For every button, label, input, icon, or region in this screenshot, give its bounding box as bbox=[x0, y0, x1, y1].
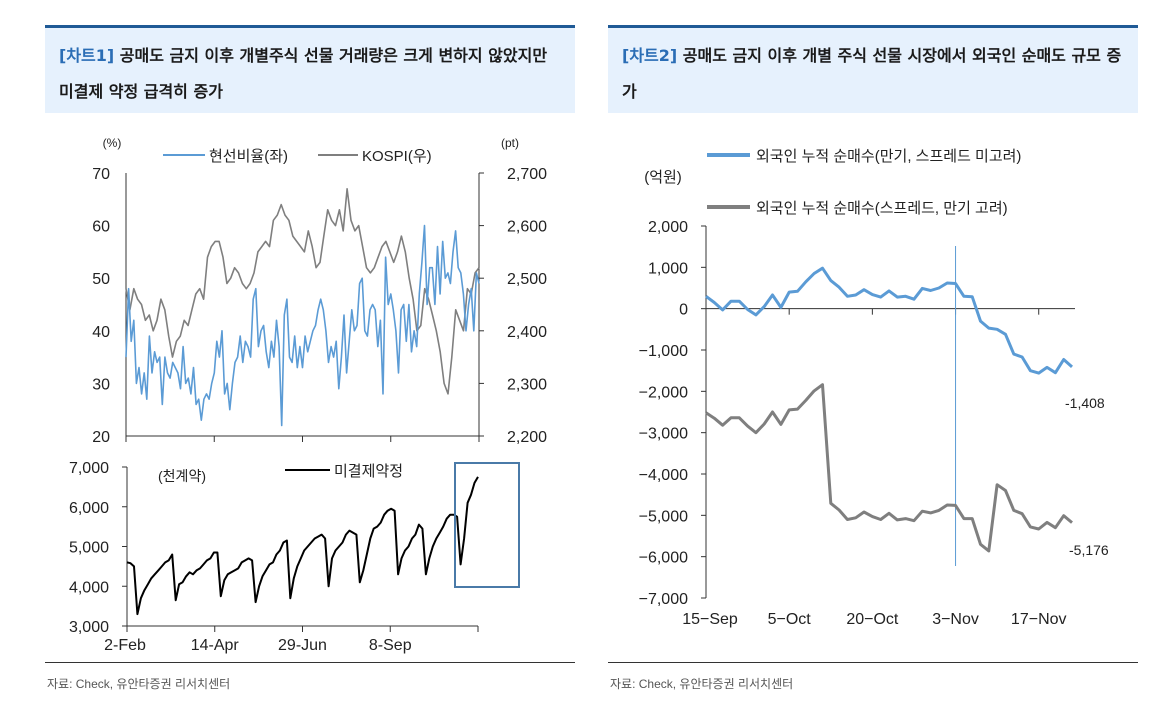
chart1b-y-tick-label: 5,000 bbox=[69, 540, 109, 557]
chart1-y2-tick-label: 2,500 bbox=[507, 271, 547, 288]
chart1-right-unit: (pt) bbox=[501, 136, 519, 150]
chart2-x-tick-label: 5−Oct bbox=[768, 611, 812, 628]
chart1-y-tick-label: 70 bbox=[92, 166, 110, 183]
legend-label-blue: 외국인 누적 순매수(만기, 스프레드 미고려) bbox=[756, 148, 1021, 165]
chart1-y-tick-label: 50 bbox=[92, 271, 110, 288]
chart2-y-tick-label: −2,000 bbox=[639, 384, 688, 401]
chart1-y2-tick-label: 2,200 bbox=[507, 429, 547, 446]
chart2-x-tick-label: 17−Nov bbox=[1011, 611, 1067, 628]
chart2-y-tick-label: −5,000 bbox=[639, 508, 688, 525]
chart1-y-tick-label: 30 bbox=[92, 376, 110, 393]
chart1-tag: [차트1] bbox=[59, 46, 115, 65]
chart2-x-tick-label: 15−Sep bbox=[682, 611, 738, 628]
legend-label-ratio: 현선비율(좌) bbox=[209, 148, 288, 165]
chart1b-y-tick-label: 7,000 bbox=[69, 460, 109, 477]
chart1-y2-tick-label: 2,300 bbox=[507, 376, 547, 393]
gray-series-line bbox=[705, 383, 1073, 553]
chart1b-unit: (천계약) bbox=[158, 468, 206, 484]
blue-end-label: -1,408 bbox=[1065, 395, 1105, 411]
chart1-y2-tick-label: 2,600 bbox=[507, 219, 547, 236]
left-divider bbox=[45, 662, 575, 663]
chart1b-y-tick-label: 3,000 bbox=[69, 619, 109, 636]
chart1-y2-tick-label: 2,400 bbox=[507, 324, 547, 341]
chart2-y-tick-label: −1,000 bbox=[639, 343, 688, 360]
kospi-line bbox=[125, 188, 480, 395]
right-divider bbox=[608, 662, 1138, 663]
chart1b-y-tick-label: 4,000 bbox=[69, 579, 109, 596]
chart1b-x-tick-label: 29-Jun bbox=[278, 637, 327, 654]
chart2-y-tick-label: −6,000 bbox=[639, 550, 688, 567]
chart2-tag: [차트2] bbox=[622, 46, 678, 65]
legend-label-oi: 미결제약정 bbox=[334, 463, 403, 480]
chart2-y-tick-label: 0 bbox=[679, 302, 688, 319]
chart2-y-tick-label: −4,000 bbox=[639, 467, 688, 484]
chart1-title: [차트1] 공매도 금지 이후 개별주식 선물 거래량은 크게 변하지 않았지만… bbox=[45, 25, 575, 113]
chart2-y-tick-label: 2,000 bbox=[648, 219, 688, 236]
chart1b-x-tick-label: 8-Sep bbox=[369, 637, 412, 654]
gray-end-label: -5,176 bbox=[1069, 542, 1109, 558]
chart2-title: [차트2] 공매도 금지 이후 개별 주식 선물 시장에서 외국인 순매도 규모… bbox=[608, 25, 1138, 113]
legend-label-gray: 외국인 누적 순매수(스프레드, 만기 고려) bbox=[756, 200, 1008, 217]
chart2-y-tick-label: 1,000 bbox=[648, 260, 688, 277]
blue-series-line bbox=[705, 266, 1073, 375]
open-interest-line bbox=[126, 476, 479, 616]
chart1-y-tick-label: 60 bbox=[92, 219, 110, 236]
chart1b-x-tick-label: 14-Apr bbox=[191, 637, 240, 654]
chart1-left-unit: (%) bbox=[103, 136, 122, 150]
chart1-y-tick-label: 20 bbox=[92, 429, 110, 446]
chart1-y-tick-label: 40 bbox=[92, 324, 110, 341]
chart2-title-text: 공매도 금지 이후 개별 주식 선물 시장에서 외국인 순매도 규모 증가 bbox=[622, 46, 1122, 101]
legend-label-kospi: KOSPI(우) bbox=[362, 148, 432, 165]
chart2-source: 자료: Check, 유안타증권 리서치센터 bbox=[610, 677, 794, 691]
chart2-unit: (억원) bbox=[644, 169, 682, 186]
chart1-title-text: 공매도 금지 이후 개별주식 선물 거래량은 크게 변하지 않았지만 미결제 약… bbox=[59, 46, 548, 101]
chart2-y-tick-label: −7,000 bbox=[639, 591, 688, 608]
chart1b-x-tick-label: 2-Feb bbox=[104, 637, 146, 654]
chart1b-y-tick-label: 6,000 bbox=[69, 500, 109, 517]
chart1-source: 자료: Check, 유안타증권 리서치센터 bbox=[47, 677, 231, 691]
chart1-y2-tick-label: 2,700 bbox=[507, 166, 547, 183]
chart2-x-tick-label: 3−Nov bbox=[932, 611, 979, 628]
chart2-y-tick-label: −3,000 bbox=[639, 426, 688, 443]
highlight-box bbox=[454, 462, 520, 588]
ratio-line bbox=[125, 224, 480, 427]
chart2-x-tick-label: 20−Oct bbox=[846, 611, 899, 628]
